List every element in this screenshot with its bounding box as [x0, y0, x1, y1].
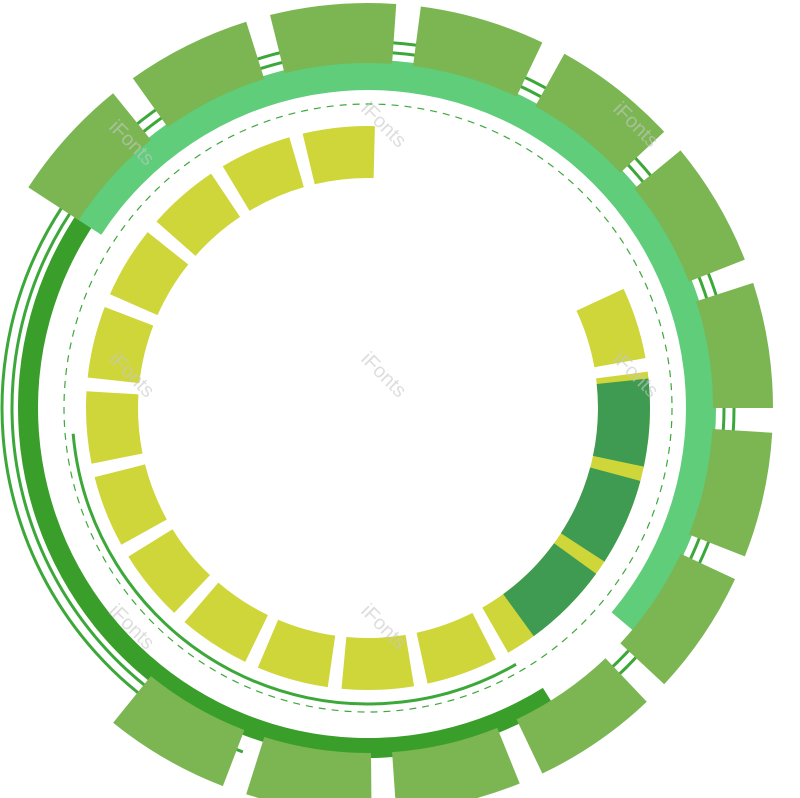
inner-thin-arc [71, 433, 517, 706]
teal-ring-segment [592, 378, 650, 467]
outer-ring-segment [392, 727, 520, 798]
watermark-text: iFonts [356, 348, 410, 402]
outer-ring-segment [620, 553, 736, 685]
teal-ring-segment [503, 543, 597, 637]
yellow-ring-segment [94, 464, 167, 545]
yellow-ring-segment [302, 126, 375, 185]
yellow-ring-segment [109, 232, 189, 316]
yellow-ring-segment [156, 173, 241, 256]
outer-ring-segment [132, 21, 265, 128]
yellow-ring-segment [222, 137, 304, 211]
dark-green-arc [17, 207, 554, 759]
yellow-ring-segment [128, 529, 210, 613]
outer-ring-segment [634, 150, 745, 282]
outer-segmented-ring [28, 2, 773, 798]
yellow-ring-segment [184, 582, 268, 662]
outer-ring-segment [535, 53, 665, 173]
outer-ring-segment [413, 6, 543, 97]
yellow-ring-segment [576, 288, 646, 368]
outer-ring-segment [113, 676, 245, 787]
teal-segmented-arc [503, 378, 650, 637]
outer-ring-segment [688, 429, 773, 557]
outer-ring-segment [28, 93, 151, 221]
yellow-ring-segment [341, 634, 415, 690]
yellow-ring-segment [257, 619, 336, 688]
light-green-band [76, 60, 716, 632]
outer-ring-segment [246, 737, 372, 798]
outer-ring-segment [516, 658, 647, 774]
yellow-ring-segment [86, 391, 143, 464]
outer-ring-segment [696, 282, 773, 408]
yellow-ring-segment [87, 306, 154, 384]
dashed-ring [63, 103, 673, 713]
outer-ring-segment [270, 2, 397, 74]
teal-ring-segment [560, 467, 641, 562]
yellow-ring-segment [416, 612, 497, 684]
